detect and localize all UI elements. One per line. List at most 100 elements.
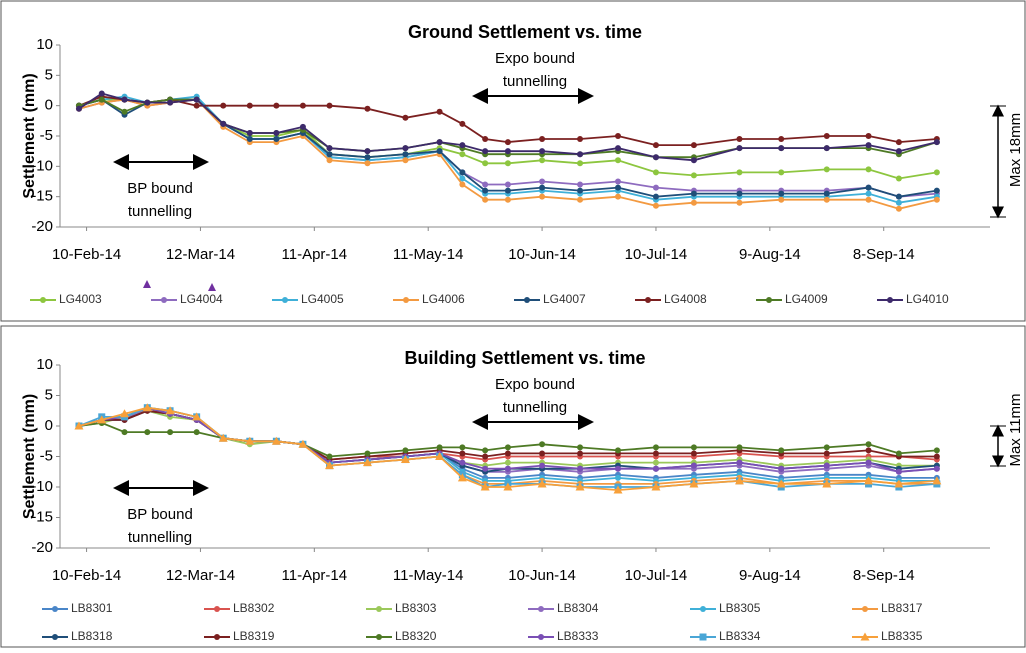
- point: [193, 429, 200, 436]
- point: [220, 120, 227, 127]
- legend-marker: [645, 297, 651, 303]
- legend-marker: [52, 606, 58, 612]
- point: [933, 453, 940, 460]
- legend-marker: [214, 606, 220, 612]
- y-tick-label: 5: [45, 386, 53, 403]
- point: [933, 169, 940, 176]
- point: [326, 157, 333, 164]
- point: [615, 184, 621, 191]
- point: [298, 439, 308, 448]
- point: [482, 447, 489, 454]
- series-line: [78, 92, 938, 162]
- annotation: tunnelling: [128, 203, 192, 220]
- annotation: Expo bound: [495, 376, 575, 393]
- legend-marker: [214, 634, 220, 640]
- annotation: Max 11mm: [1007, 393, 1024, 466]
- point: [503, 482, 513, 491]
- point: [865, 184, 872, 191]
- point: [577, 465, 584, 472]
- x-tick-label: 10-Jun-14: [508, 567, 576, 584]
- annotation: BP bound: [127, 180, 193, 197]
- legend-label: LB8303: [395, 601, 437, 615]
- y-tick-label: 10: [36, 356, 53, 373]
- legend-marker: [700, 606, 706, 612]
- point: [504, 148, 511, 155]
- point: [690, 199, 697, 206]
- point: [539, 157, 546, 164]
- point: [652, 202, 659, 209]
- point: [615, 474, 621, 481]
- point: [652, 459, 659, 466]
- point: [933, 187, 940, 194]
- point: [933, 196, 940, 203]
- point: [402, 151, 409, 158]
- point: [895, 193, 902, 200]
- point: [482, 136, 489, 143]
- legend-marker: [887, 297, 893, 303]
- point: [246, 129, 253, 136]
- point: [504, 465, 511, 472]
- point: [577, 181, 584, 188]
- point: [504, 181, 511, 188]
- point: [932, 476, 942, 485]
- annotation: BP bound: [127, 506, 193, 523]
- legend-marker: [699, 633, 707, 641]
- point: [690, 172, 697, 179]
- point: [736, 169, 743, 176]
- y-tick-label: -5: [40, 447, 53, 464]
- x-tick-label: 11-May-14: [393, 246, 464, 263]
- point: [144, 429, 151, 436]
- legend-label: LG4008: [664, 292, 707, 306]
- y-tick-label: 10: [36, 36, 53, 53]
- point: [539, 193, 546, 200]
- y-tick-label: 0: [45, 97, 53, 114]
- point: [246, 136, 253, 143]
- point: [436, 139, 443, 146]
- legend-label: LB8319: [233, 629, 275, 643]
- point: [652, 444, 659, 451]
- point: [615, 157, 621, 164]
- point: [734, 476, 744, 485]
- point: [895, 139, 902, 146]
- point: [778, 465, 785, 472]
- point: [778, 196, 785, 203]
- point: [299, 102, 306, 109]
- point: [121, 108, 128, 115]
- legend-label: LG4003: [59, 292, 102, 306]
- annotation: Max 18mm: [1007, 113, 1024, 187]
- legend-marker: [538, 606, 544, 612]
- point: [165, 406, 175, 415]
- point: [482, 160, 489, 167]
- point: [364, 105, 371, 112]
- x-tick-label: 9-Aug-14: [739, 246, 801, 263]
- point: [482, 181, 489, 188]
- point: [865, 142, 872, 149]
- point: [823, 444, 830, 451]
- point: [459, 450, 466, 457]
- point: [933, 447, 940, 454]
- point: [577, 444, 584, 451]
- point: [457, 473, 467, 482]
- y-tick-label: -10: [31, 478, 53, 495]
- point: [436, 148, 443, 155]
- point: [167, 99, 174, 106]
- point: [690, 462, 697, 469]
- legend-marker: [766, 297, 772, 303]
- point: [736, 199, 743, 206]
- point: [142, 403, 152, 412]
- point: [615, 447, 621, 454]
- legend-label: LG4005: [301, 292, 344, 306]
- point: [895, 175, 902, 182]
- point: [482, 453, 489, 460]
- point: [480, 482, 490, 491]
- point: [575, 482, 585, 491]
- point: [539, 450, 546, 457]
- point: [539, 441, 546, 448]
- point: [577, 450, 584, 457]
- point: [504, 187, 511, 194]
- point: [539, 184, 546, 191]
- y-tick-label: -20: [31, 539, 53, 556]
- point: [895, 148, 902, 155]
- point: [326, 102, 333, 109]
